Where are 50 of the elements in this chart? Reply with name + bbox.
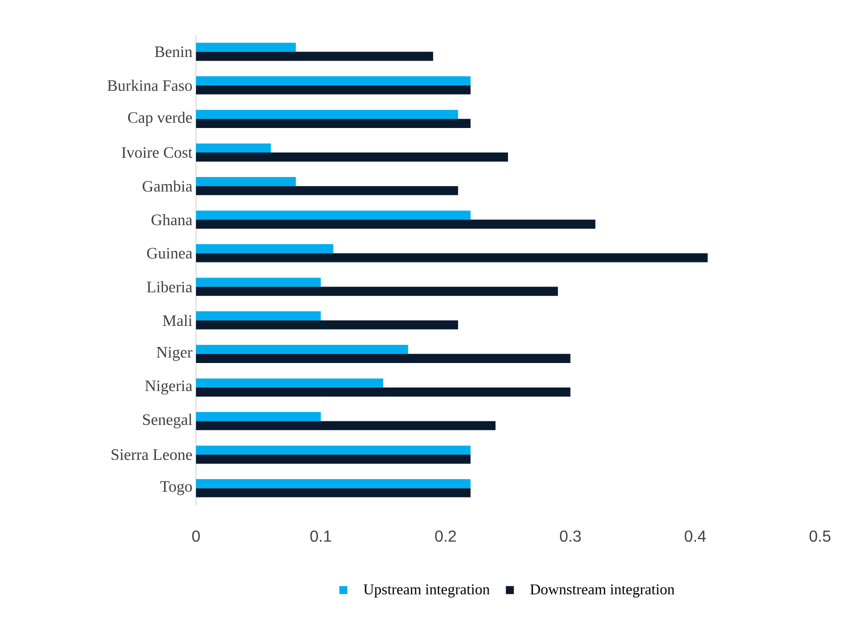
bar xyxy=(196,186,458,196)
bar xyxy=(196,320,458,330)
bar xyxy=(196,42,296,52)
legend-label: Upstream integration xyxy=(364,584,490,598)
y-tick-label: Mali xyxy=(162,314,192,326)
bar xyxy=(196,52,434,61)
y-tick-label: Ghana xyxy=(152,214,192,226)
bar xyxy=(196,446,471,455)
x-tick-label: 0.4 xyxy=(684,530,706,542)
bar xyxy=(196,220,596,229)
x-tick-label: 0 xyxy=(192,530,200,542)
bar xyxy=(196,110,458,119)
y-tick-label: Gambia xyxy=(142,180,192,192)
bar xyxy=(196,354,570,363)
y-tick-label: Cap verde xyxy=(128,112,192,126)
bar xyxy=(196,454,471,464)
x-tick-label: 0.2 xyxy=(435,530,456,542)
bar xyxy=(196,412,321,422)
y-tick-label: Togo xyxy=(160,481,192,496)
bar xyxy=(196,344,408,354)
y-tick-label: Nigeria xyxy=(145,380,192,394)
y-tick-label: Benin xyxy=(154,46,192,58)
bar xyxy=(196,85,471,94)
bar xyxy=(196,286,558,296)
y-tick-label: Guinea xyxy=(147,248,192,259)
y-tick-label: Ivoire Cost xyxy=(122,147,192,158)
bar xyxy=(196,152,508,162)
bar xyxy=(196,378,384,388)
y-tick-label: Sierra Leone xyxy=(112,449,192,460)
x-tick-label: 0.5 xyxy=(810,530,830,542)
bar xyxy=(196,177,296,186)
bar xyxy=(196,421,496,430)
y-tick-label: Burkina Faso xyxy=(107,80,192,91)
bar xyxy=(196,479,471,488)
bar xyxy=(196,278,321,287)
bar xyxy=(196,253,708,262)
x-tick-label: 0.3 xyxy=(560,530,581,542)
bar xyxy=(196,118,471,128)
y-tick-label: Liberia xyxy=(146,281,192,292)
bar xyxy=(196,388,570,397)
bar xyxy=(196,488,471,498)
y-tick-label: Senegal xyxy=(143,414,192,428)
bar xyxy=(196,143,271,153)
legend-label: Downstream integration xyxy=(530,584,674,598)
bar xyxy=(196,244,334,254)
bar xyxy=(196,311,321,320)
x-tick-label: 0.1 xyxy=(310,530,332,542)
y-tick-label: Niger xyxy=(156,346,192,361)
bar xyxy=(196,76,471,86)
bar xyxy=(196,210,471,220)
